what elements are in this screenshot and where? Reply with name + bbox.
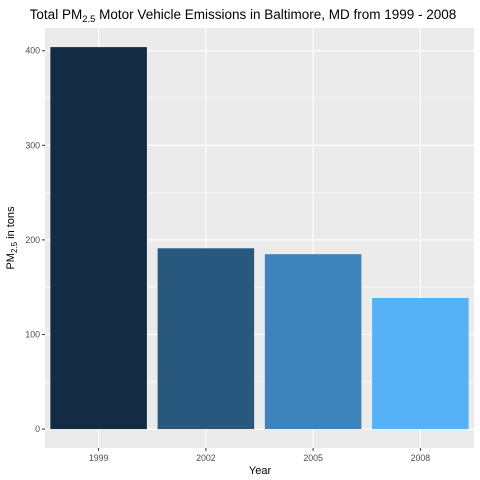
x-tick-label: 2002: [196, 453, 216, 463]
y-axis-title: PM2.5 in tons: [5, 206, 19, 270]
y-tick-label: 400: [25, 46, 40, 56]
x-tick-label: 2008: [411, 453, 431, 463]
y-tick-label: 300: [25, 140, 40, 150]
bar-2005: [264, 254, 362, 430]
bar-2002: [157, 248, 255, 430]
x-axis-ticks: 1999 2002 2005 2008: [89, 448, 430, 463]
y-tick-label: 0: [35, 424, 40, 434]
x-axis-title: Year: [249, 465, 272, 477]
x-tick-label: 1999: [89, 453, 109, 463]
bars: [50, 47, 469, 430]
x-tick-label: 2005: [303, 453, 323, 463]
chart-title: Total PM2.5 Motor Vehicle Emissions in B…: [30, 7, 457, 25]
y-tick-label: 100: [25, 329, 40, 339]
bar-2008: [372, 297, 469, 430]
y-axis-ticks: 0 100 200 300 400: [25, 46, 45, 434]
y-tick-label: 200: [25, 235, 40, 245]
bar-1999: [50, 47, 147, 430]
